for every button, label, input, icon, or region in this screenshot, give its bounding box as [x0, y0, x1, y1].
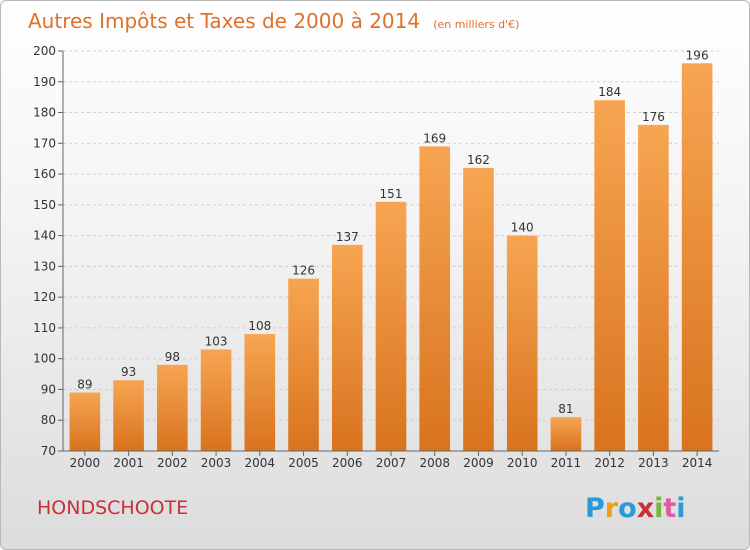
bar [69, 392, 101, 451]
x-tick-label: 2011 [551, 456, 582, 470]
bar-value-label: 140 [511, 221, 534, 235]
bar-value-label: 169 [423, 131, 446, 145]
y-tick-label: 70 [41, 444, 56, 458]
y-tick-label: 80 [41, 413, 56, 427]
bar-value-label: 151 [380, 187, 403, 201]
bar [200, 349, 232, 451]
y-tick-label: 120 [33, 290, 56, 304]
x-tick-label: 2014 [682, 456, 713, 470]
logo-letter: P [585, 493, 605, 524]
y-tick-label: 150 [33, 198, 56, 212]
y-tick-label: 170 [33, 136, 56, 150]
logo-letter: i [654, 493, 663, 524]
x-tick-label: 2004 [245, 456, 276, 470]
bar-value-label: 196 [686, 48, 709, 62]
bar [244, 334, 276, 451]
commune-name: HONDSCHOOTE [37, 497, 188, 519]
bar [113, 380, 144, 451]
x-tick-label: 2012 [594, 456, 625, 470]
bar [550, 417, 582, 451]
x-tick-label: 2009 [463, 456, 494, 470]
y-tick-label: 180 [33, 106, 56, 120]
chart-title-main: Autres Impôts et Taxes de 2000 à 2014 [28, 9, 420, 33]
logo-letter: i [676, 493, 685, 524]
bar [463, 167, 494, 451]
x-tick-label: 2007 [376, 456, 407, 470]
bar-value-label: 126 [292, 264, 315, 278]
logo-letter: x [637, 493, 654, 524]
proxiti-logo: Proxiti [585, 493, 686, 524]
y-tick-label: 110 [33, 321, 56, 335]
bar-value-label: 89 [77, 378, 92, 392]
bar-value-label: 98 [165, 350, 180, 364]
bar-value-label: 184 [598, 85, 621, 99]
bar-value-label: 93 [121, 365, 136, 379]
y-tick-label: 160 [33, 167, 56, 181]
y-tick-label: 140 [33, 229, 56, 243]
bar-value-label: 108 [248, 319, 271, 333]
y-tick-label: 90 [41, 382, 56, 396]
y-tick-label: 100 [33, 352, 56, 366]
chart-title: Autres Impôts et Taxes de 2000 à 2014 (e… [28, 9, 519, 33]
logo-letter: t [663, 493, 676, 524]
y-tick-label: 130 [33, 259, 56, 273]
bar [681, 63, 713, 452]
x-tick-label: 2003 [201, 456, 232, 470]
bar-value-label: 103 [205, 334, 228, 348]
x-tick-label: 2005 [288, 456, 319, 470]
x-tick-label: 2002 [157, 456, 188, 470]
x-tick-label: 2000 [70, 456, 101, 470]
x-tick-label: 2006 [332, 456, 363, 470]
bar-value-label: 81 [558, 402, 573, 416]
y-tick-label: 200 [33, 44, 56, 58]
x-tick-label: 2010 [507, 456, 538, 470]
y-axis-ticks: 70 80 90 100 110 120 130 140 150 160 170 180 190 200 [33, 44, 63, 458]
x-axis-ticks: 2000 2001 2002 2003 2004 2005 2006 2007 2008 2009… [70, 451, 713, 470]
bar-value-label: 176 [642, 110, 665, 124]
logo-letter: o [618, 493, 637, 524]
x-tick-label: 2008 [419, 456, 450, 470]
bar-value-label: 162 [467, 153, 490, 167]
bar [288, 278, 319, 451]
bar [594, 100, 625, 451]
x-tick-label: 2013 [638, 456, 669, 470]
y-tick-label: 190 [33, 75, 56, 89]
bar-value-label: 137 [336, 230, 359, 244]
x-tick-label: 2001 [113, 456, 144, 470]
logo-letter: r [605, 493, 619, 524]
bars: 89 93 98 103 108 126 137 151 169 162 140 81 184 176 19… [69, 48, 713, 452]
bar [638, 124, 669, 451]
bar [419, 146, 451, 451]
bar [157, 364, 188, 451]
axes [62, 51, 719, 452]
bar [506, 235, 538, 451]
bar [375, 201, 407, 451]
bar [331, 244, 363, 451]
chart-title-unit: (en milliers d'€) [433, 18, 519, 31]
